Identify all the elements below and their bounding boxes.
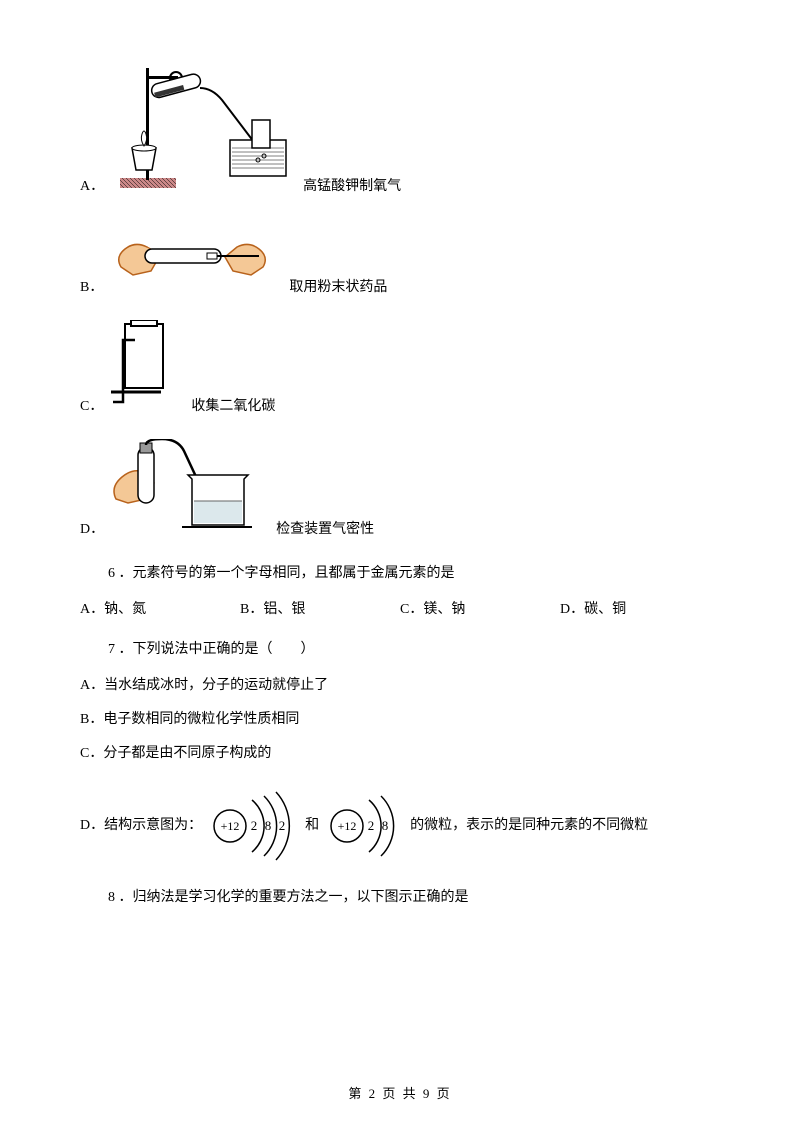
q8: 8 ．归纳法是学习化学的重要方法之一，以下图示正确的是 [80, 886, 720, 906]
diagram-d [112, 439, 260, 538]
q5-options: A． [80, 60, 720, 538]
option-text: 检查装置气密性 [276, 518, 374, 538]
nucleus-label: +12 [220, 819, 239, 833]
svg-text:8: 8 [381, 818, 388, 833]
choice-a: A．钠、氮 [80, 598, 240, 618]
choice-d: D．碳、铜 [560, 598, 720, 618]
q5-option-c: C． 收集二氧化碳 [80, 320, 720, 415]
option-text: 取用粉末状药品 [289, 276, 387, 296]
q5-option-d: D． 检查装置气密性 [80, 439, 720, 538]
choice-c: C．镁、钠 [400, 598, 560, 618]
option-label: A． [80, 175, 104, 195]
atom-diagram-2: +12 2 8 [323, 786, 407, 866]
q5-option-b: B． 取用粉末状药品 [80, 219, 720, 296]
svg-text:+12: +12 [337, 819, 356, 833]
footer-text: 第 2 页 共 9 页 [348, 1086, 451, 1101]
atom-diagram-1: +12 2 8 2 [206, 786, 302, 866]
diagram-b [111, 219, 273, 296]
q-text: 下列说法中正确的是（ ） [133, 642, 315, 657]
choice-b: B．铝、银 [240, 598, 400, 618]
svg-text:2: 2 [250, 818, 257, 833]
diagram-a [112, 60, 287, 195]
q7-a: A．当水结成冰时，分子的运动就停止了 [80, 674, 720, 694]
option-label: D． [80, 518, 104, 538]
diagram-c [111, 320, 175, 415]
q6: 6 ．元素符号的第一个字母相同，且都属于金属元素的是 [80, 562, 720, 582]
svg-text:8: 8 [264, 818, 271, 833]
q7-c: C．分子都是由不同原子构成的 [80, 742, 720, 762]
q7-b: B．电子数相同的微粒化学性质相同 [80, 708, 720, 728]
page-footer: 第 2 页 共 9 页 [0, 1083, 800, 1102]
q5-option-a: A． [80, 60, 720, 195]
q7-d: D．结构示意图为： +12 2 8 2 和 +12 2 8 的微粒，表示的是同种… [80, 786, 720, 866]
q-text: 归纳法是学习化学的重要方法之一，以下图示正确的是 [133, 890, 469, 905]
svg-text:2: 2 [367, 818, 374, 833]
svg-text:2: 2 [278, 818, 285, 833]
q7: 7 ．下列说法中正确的是（ ） [80, 638, 720, 658]
q-number: 8 ． [108, 890, 133, 905]
option-label: C． [80, 395, 103, 415]
option-text: 收集二氧化碳 [191, 395, 275, 415]
q-text: 元素符号的第一个字母相同，且都属于金属元素的是 [133, 566, 455, 581]
option-label: B． [80, 276, 103, 296]
q-number: 7 ． [108, 642, 133, 657]
q6-choices: A．钠、氮 B．铝、银 C．镁、钠 D．碳、铜 [80, 598, 720, 618]
option-text: 高锰酸钾制氧气 [303, 175, 401, 195]
q-number: 6 ． [108, 566, 133, 581]
